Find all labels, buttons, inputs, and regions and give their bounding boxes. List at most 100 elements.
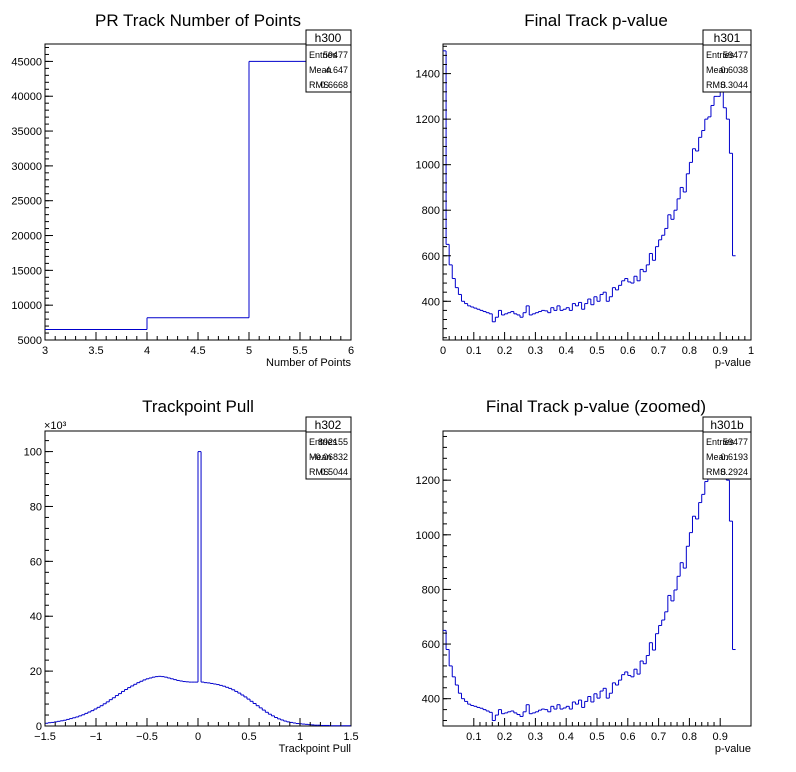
plot-title: PR Track Number of Points <box>95 11 301 30</box>
y-tick-label: 1200 <box>416 475 440 487</box>
x-tick-label: 0.8 <box>682 345 697 357</box>
stats-rms-value: 0.3044 <box>720 80 748 90</box>
x-tick-label: 0.3 <box>528 345 543 357</box>
stats-mean-label: Mean <box>706 452 729 462</box>
y-tick-label: 80 <box>30 501 42 513</box>
x-tick-label: 0.5 <box>589 345 604 357</box>
stats-entries-label: Entries <box>309 50 338 60</box>
y-tick-label: 100 <box>24 447 42 459</box>
y-tick-label: 40000 <box>11 91 42 103</box>
stats-name: h301b <box>710 418 744 432</box>
stats-mean-value: 0.6038 <box>720 65 748 75</box>
stats-box: h301 Entries 59477 Mean 0.6038 RMS 0.304… <box>702 29 752 93</box>
stats-mean-value: 0.6193 <box>720 452 748 462</box>
y-tick-label: 45000 <box>11 56 42 68</box>
x-tick-label: 0.1 <box>466 731 481 743</box>
y-tick-label: 600 <box>422 251 440 263</box>
y-tick-label: 1000 <box>416 530 440 542</box>
plot-title: Final Track p-value (zoomed) <box>486 397 706 416</box>
x-tick-label: 4 <box>144 345 150 357</box>
x-tick-label: −1.5 <box>34 731 56 743</box>
y-tick-label: 20000 <box>11 231 42 243</box>
stats-mean-value: 4.647 <box>325 65 348 75</box>
stats-mean-value: −0.06832 <box>310 452 348 462</box>
x-tick-label: 0.8 <box>682 731 697 743</box>
x-tick-label: 1.5 <box>343 731 358 743</box>
x-tick-label: 5 <box>246 345 252 357</box>
stats-name: h302 <box>315 418 342 432</box>
stats-mean-label: Mean <box>706 65 729 75</box>
stats-rms-value: 0.6668 <box>320 80 348 90</box>
x-tick-label: 0.6 <box>620 731 635 743</box>
y-tick-label: 10000 <box>11 300 42 312</box>
x-tick-label: 0.9 <box>713 345 728 357</box>
x-tick-label: 0.4 <box>559 345 574 357</box>
x-tick-label: 0.5 <box>241 731 256 743</box>
stats-entries-label: Entries <box>706 50 735 60</box>
stats-name: h301 <box>714 31 741 45</box>
y-tick-label: 1400 <box>416 69 440 81</box>
stats-rms-label: RMS <box>706 467 726 477</box>
stats-name: h300 <box>315 31 342 45</box>
histogram-bins <box>45 451 351 727</box>
x-axis-label: p-value <box>715 743 751 755</box>
y-tick-label: 40 <box>30 611 42 623</box>
x-tick-label: 0.2 <box>497 731 512 743</box>
stats-rms-label: RMS <box>706 80 726 90</box>
x-tick-label: −1 <box>90 731 103 743</box>
stats-rms-label: RMS <box>309 467 329 477</box>
stats-entries-label: Entries <box>309 437 338 447</box>
x-tick-label: 0.9 <box>713 731 728 743</box>
x-tick-label: 0.7 <box>651 731 666 743</box>
x-tick-label: 1 <box>748 345 754 357</box>
x-tick-label: 6 <box>348 345 354 357</box>
x-tick-label: 4.5 <box>190 345 205 357</box>
stats-mean-label: Mean <box>309 452 332 462</box>
y-tick-label: 25000 <box>11 196 42 208</box>
histogram-bins <box>443 438 736 722</box>
y-tick-label: 400 <box>422 694 440 706</box>
x-tick-label: 3 <box>42 345 48 357</box>
x-tick-label: 0.2 <box>497 345 512 357</box>
stats-entries-value: 59477 <box>323 50 348 60</box>
y-tick-label: 800 <box>422 205 440 217</box>
plot-frame <box>44 43 352 341</box>
x-tick-label: 5.5 <box>292 345 307 357</box>
x-tick-label: 0.1 <box>466 345 481 357</box>
x-tick-label: 0.3 <box>528 731 543 743</box>
x-tick-label: 3.5 <box>88 345 103 357</box>
y-tick-label: 5000 <box>18 335 42 347</box>
stats-box: h300 Entries 59477 Mean 4.647 RMS 0.6668 <box>305 29 352 93</box>
y-tick-label: 15000 <box>11 265 42 277</box>
x-tick-label: 0.4 <box>559 731 574 743</box>
x-tick-label: −0.5 <box>136 731 158 743</box>
x-tick-label: 1 <box>297 731 303 743</box>
y-tick-label: 35000 <box>11 126 42 138</box>
y-tick-label: 20 <box>30 666 42 678</box>
x-tick-label: 0.6 <box>620 345 635 357</box>
stats-entries-label: Entries <box>706 437 735 447</box>
stats-box: h301b Entries 59477 Mean 0.6193 RMS 0.29… <box>702 416 752 480</box>
panel-h301: Final Track p-value 0 0.1 0.2 0.3 0.4 0.5 0.6 0… <box>416 11 755 369</box>
stats-entries-value: 59477 <box>723 437 748 447</box>
panel-h300: PR Track Number of Points 3 3.5 4 4.5 5 5.5 6 5… <box>11 11 354 369</box>
stats-rms-label: RMS <box>309 80 329 90</box>
y-tick-label: 1000 <box>416 160 440 172</box>
stats-mean-label: Mean <box>309 65 332 75</box>
x-tick-label: 0 <box>440 345 446 357</box>
x-tick-label: 0.7 <box>651 345 666 357</box>
y-tick-label: 60 <box>30 556 42 568</box>
stats-box: h302 Entries 892155 Mean −0.06832 RMS 0.… <box>305 416 352 480</box>
y-tick-label: 0 <box>36 721 42 733</box>
panel-h302: Trackpoint Pull ×10³ −1.5 −1 −0.5 0 0.5 1 1.5 0… <box>24 397 359 755</box>
y-tick-label: 600 <box>422 639 440 651</box>
stats-entries-value: 892155 <box>318 437 348 447</box>
x-axis-label: p-value <box>715 357 751 369</box>
y-tick-label: 400 <box>422 296 440 308</box>
y-tick-label: 800 <box>422 584 440 596</box>
panel-h301b: Final Track p-value (zoomed) 0.1 0.2 0.3 0.… <box>416 397 752 755</box>
stats-entries-value: 59477 <box>723 50 748 60</box>
x-axis-label: Number of Points <box>266 357 351 369</box>
histogram-bins <box>443 50 736 323</box>
